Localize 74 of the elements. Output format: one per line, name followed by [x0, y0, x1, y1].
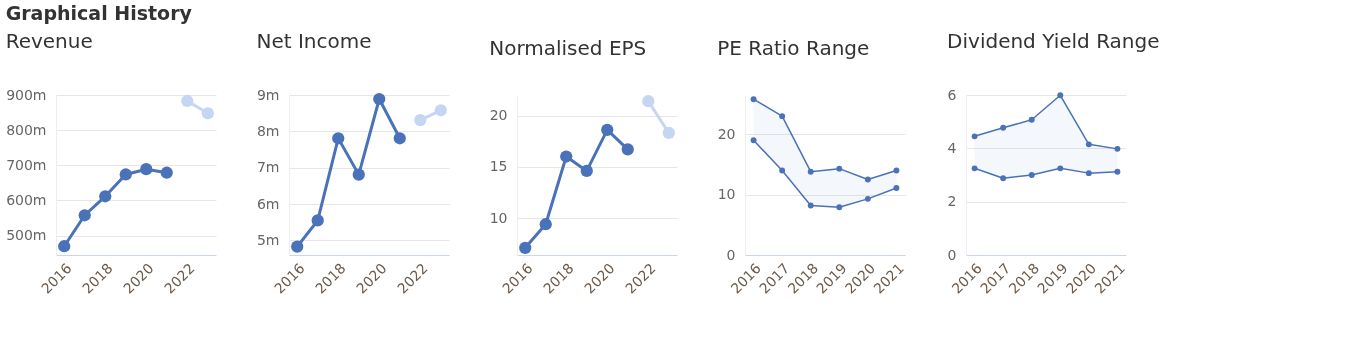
- point: [750, 137, 757, 144]
- chart-title: Normalised EPS: [489, 36, 647, 60]
- point: [1057, 165, 1064, 172]
- point: [1085, 170, 1092, 177]
- point: [311, 214, 324, 227]
- point: [601, 123, 614, 136]
- point: [864, 176, 871, 183]
- point: [58, 240, 71, 253]
- y-tick-label: 0: [726, 246, 736, 263]
- point: [1085, 141, 1092, 148]
- y-tick-label: 20: [489, 107, 508, 124]
- point: [893, 167, 900, 174]
- y-tick-label: 7m: [256, 159, 280, 176]
- point: [621, 143, 634, 156]
- point: [119, 168, 132, 181]
- point: [1114, 145, 1121, 152]
- point: [434, 104, 447, 117]
- point: [642, 95, 655, 108]
- point: [1028, 116, 1035, 123]
- point: [78, 209, 91, 222]
- point: [393, 132, 406, 145]
- y-tick-label: 10: [489, 209, 508, 226]
- y-tick-label: 6: [947, 86, 957, 103]
- point: [414, 113, 427, 127]
- point: [836, 165, 843, 172]
- y-tick-label: 6m: [256, 195, 280, 212]
- y-tick-label: 8m: [256, 122, 280, 139]
- point: [971, 165, 978, 172]
- y-tick-label: 2: [947, 193, 957, 210]
- point: [750, 96, 757, 103]
- point: [160, 166, 173, 179]
- y-tick-label: 900m: [6, 86, 47, 103]
- y-tick-label: 9m: [256, 86, 280, 103]
- point: [779, 113, 786, 120]
- point: [560, 150, 573, 163]
- y-tick-label: 20: [717, 125, 736, 142]
- point: [373, 92, 386, 106]
- point: [580, 164, 593, 178]
- point: [1028, 172, 1035, 178]
- chart-title: Net Income: [256, 29, 372, 53]
- chart-title: Dividend Yield Range: [947, 29, 1160, 53]
- point: [99, 190, 112, 203]
- point: [1000, 175, 1007, 182]
- y-tick-label: 5m: [256, 231, 280, 248]
- point: [181, 94, 194, 108]
- point: [807, 202, 814, 209]
- text: Graphical History: [5, 2, 193, 24]
- point: [140, 163, 153, 176]
- point: [1114, 168, 1121, 175]
- point: [1057, 92, 1064, 99]
- point: [864, 195, 871, 202]
- y-tick-label: 0: [947, 246, 957, 263]
- point: [352, 168, 365, 181]
- point: [1000, 124, 1007, 131]
- y-tick-label: 500m: [6, 227, 47, 244]
- point: [836, 204, 843, 211]
- point: [807, 168, 814, 175]
- point: [779, 167, 786, 174]
- point: [662, 126, 675, 140]
- chart-title: PE Ratio Range: [717, 36, 870, 60]
- point: [291, 240, 304, 253]
- point: [539, 218, 552, 231]
- y-tick-label: 15: [489, 158, 508, 175]
- point: [201, 107, 214, 120]
- point: [893, 185, 900, 191]
- point: [519, 241, 532, 254]
- point: [332, 132, 345, 145]
- y-tick-label: 4: [947, 139, 957, 156]
- point: [971, 133, 978, 140]
- y-tick-label: 800m: [6, 121, 47, 138]
- y-tick-label: 700m: [6, 156, 47, 173]
- y-tick-label: 600m: [6, 191, 47, 208]
- chart-title: Revenue: [5, 29, 93, 53]
- y-tick-label: 10: [717, 186, 736, 203]
